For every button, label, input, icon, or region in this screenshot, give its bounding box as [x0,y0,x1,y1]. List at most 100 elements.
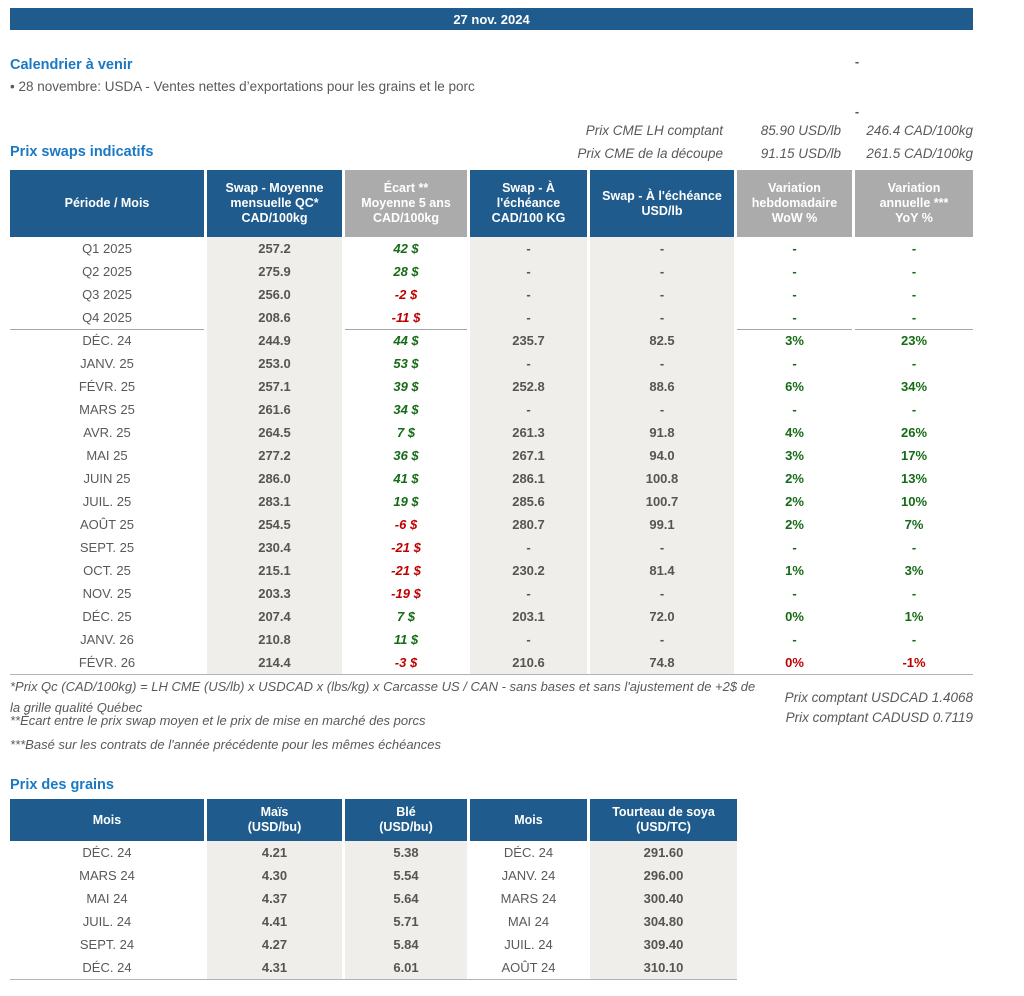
period-cell: JANV. 25 [10,352,207,375]
maturity-usd-cell: - [590,260,737,283]
cme-cutout-label: Prix CME de la découpe [577,146,723,161]
swap-average-cell: 283.1 [207,490,345,513]
period-cell: AOÛT 25 [10,513,207,536]
spot-cadusd: Prix comptant CADUSD 0.7119 [785,710,973,725]
maturity-usd-cell: - [590,237,737,260]
swap-average-cell: 264.5 [207,421,345,444]
grains-table: Mois Maïs (USD/bu) Blé (USD/bu) Mois Tou… [10,799,737,980]
yoy-variation-cell: - [911,402,917,417]
wow-variation-cell: - [737,352,855,375]
cme-cutout-row: Prix CME de la découpe 91.15 USD/lb 261.… [10,142,973,165]
tourteau-price-cell: 310.10 [590,956,737,979]
swaps-table-row: OCT. 25 215.1 -21 $ 230.2 81.4 1% 3% [10,559,973,582]
mois-cell: DÉC. 24 [470,841,590,864]
col-header-echeance-cad: Swap - À l'échéance CAD/100 KG [470,170,590,237]
maturity-usd-cell: 91.8 [590,421,737,444]
col-header-ble: Blé (USD/bu) [345,799,470,841]
swap-average-cell: 208.6 [207,306,345,329]
period-cell: JUIN 25 [10,467,207,490]
swaps-table-row: DÉC. 25 207.4 7 $ 203.1 72.0 0% 1% [10,605,973,628]
yoy-variation-cell: 23% [900,333,928,348]
mois-cell: MAI 24 [10,887,207,910]
maturity-usd-cell: 82.5 [590,329,737,352]
swap-average-cell: 257.2 [207,237,345,260]
cme-lh-label: Prix CME LH comptant [585,123,723,138]
wow-variation-cell: 0% [737,651,855,674]
swaps-table-row: NOV. 25 203.3 -19 $ - - - - [10,582,973,605]
swaps-table-row: JANV. 26 210.8 11 $ - - - - [10,628,973,651]
ecart-cell: 42 $ [345,237,470,260]
grains-table-row: SEPT. 24 4.27 5.84 JUIL. 24 309.40 [10,933,737,956]
maturity-cad-cell: 203.1 [470,605,590,628]
swap-average-cell: 215.1 [207,559,345,582]
swaps-table-row: MARS 25 261.6 34 $ - - - - [10,398,973,421]
maturity-cad-cell: 285.6 [470,490,590,513]
maturity-usd-cell: - [590,628,737,651]
maturity-cad-cell: 286.1 [470,467,590,490]
col-header-variation-yoy: Variation annuelle *** YoY % [855,170,973,237]
swap-average-cell: 214.4 [207,651,345,674]
mois-cell: JUIL. 24 [470,933,590,956]
swap-average-cell: 261.6 [207,398,345,421]
wow-variation-cell: 2% [737,490,855,513]
wow-variation-cell: - [737,260,855,283]
yoy-variation-cell: 13% [900,471,928,486]
ecart-cell: 36 $ [345,444,470,467]
swaps-table-row: DÉC. 24 244.9 44 $ 235.7 82.5 3% 23% [10,329,973,352]
mois-cell: SEPT. 24 [10,933,207,956]
spot-usdcad: Prix comptant USDCAD 1.4068 [784,690,973,705]
maturity-usd-cell: 100.7 [590,490,737,513]
period-cell: AVR. 25 [10,421,207,444]
calendar-item: • 28 novembre: USDA - Ventes nettes d’ex… [10,79,475,94]
mois-cell: JUIL. 24 [10,910,207,933]
ecart-cell: 39 $ [345,375,470,398]
ecart-cell: 34 $ [345,398,470,421]
ble-price-cell: 5.64 [345,887,470,910]
maturity-cad-cell: 261.3 [470,421,590,444]
grains-table-body: DÉC. 24 4.21 5.38 DÉC. 24 291.60 MARS 24… [10,841,737,980]
maturity-cad-cell: 252.8 [470,375,590,398]
period-cell: DÉC. 25 [10,605,207,628]
maturity-cad-cell: - [470,237,590,260]
ble-price-cell: 5.71 [345,910,470,933]
mois-cell: MARS 24 [470,887,590,910]
ecart-cell: 7 $ [345,421,470,444]
maturity-usd-cell: - [590,283,737,306]
yoy-variation-cell: 17% [900,448,928,463]
maturity-cad-cell: 230.2 [470,559,590,582]
grains-table-row: DÉC. 24 4.21 5.38 DÉC. 24 291.60 [10,841,737,864]
maturity-cad-cell: - [470,398,590,421]
ecart-cell: 41 $ [345,467,470,490]
mois-cell: MAI 24 [470,910,590,933]
swaps-table-row: JUIL. 25 283.1 19 $ 285.6 100.7 2% 10% [10,490,973,513]
mois-cell: MARS 24 [10,864,207,887]
col-header-mois-2: Mois [470,799,590,841]
swaps-table-row: Q2 2025 275.9 28 $ - - - - [10,260,973,283]
cme-cutout-cad: 261.5 CAD/100kg [866,146,973,161]
yoy-variation-cell: - [911,241,917,256]
maturity-cad-cell: - [470,283,590,306]
mois-cell: DÉC. 24 [10,956,207,979]
period-cell: MARS 25 [10,398,207,421]
wow-variation-cell: 3% [737,329,855,352]
mois-cell: AOÛT 24 [470,956,590,979]
ecart-cell: -21 $ [345,559,470,582]
yoy-variation-cell: - [911,632,917,647]
maturity-usd-cell: 72.0 [590,605,737,628]
tourteau-price-cell: 291.60 [590,841,737,864]
wow-variation-cell: - [737,306,855,329]
date-header-bar: 27 nov. 2024 [10,8,973,30]
swaps-table-row: AOÛT 25 254.5 -6 $ 280.7 99.1 2% 7% [10,513,973,536]
yoy-variation-cell: 10% [900,494,928,509]
ble-price-cell: 5.38 [345,841,470,864]
swaps-table-row: AVR. 25 264.5 7 $ 261.3 91.8 4% 26% [10,421,973,444]
maturity-usd-cell: 88.6 [590,375,737,398]
swaps-table-row: MAI 25 277.2 36 $ 267.1 94.0 3% 17% [10,444,973,467]
col-header-ecart: Écart ** Moyenne 5 ans CAD/100kg [345,170,470,237]
period-cell: OCT. 25 [10,559,207,582]
ecart-cell: -19 $ [345,582,470,605]
maturity-cad-cell: - [470,352,590,375]
tourteau-price-cell: 300.40 [590,887,737,910]
maturity-usd-cell: 74.8 [590,651,737,674]
